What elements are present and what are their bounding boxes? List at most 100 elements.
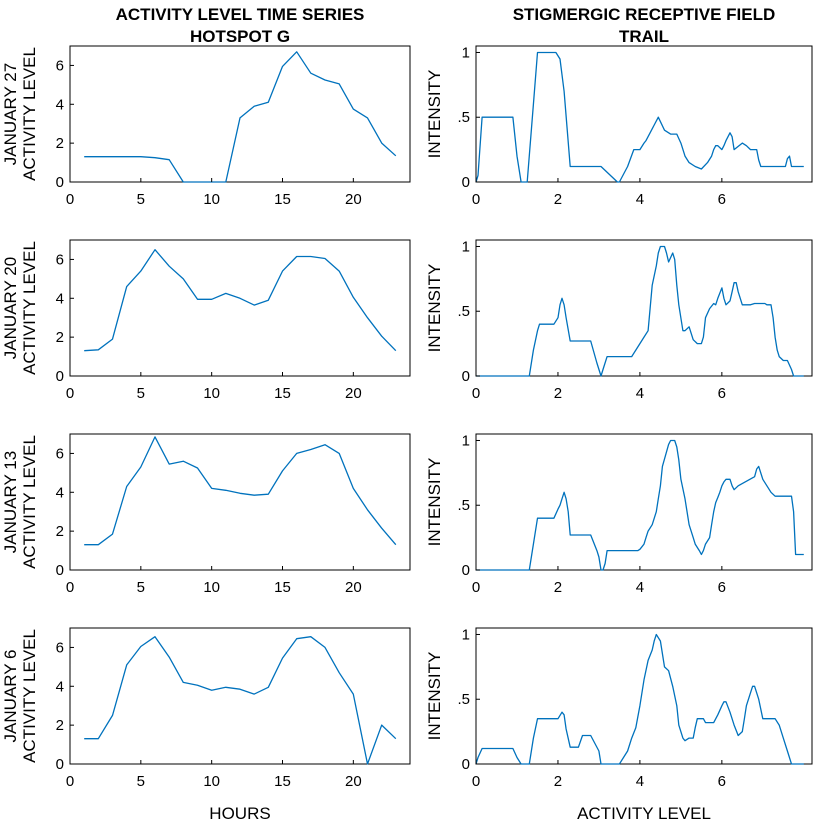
x-axis-label: HOURS xyxy=(209,804,270,823)
series-line xyxy=(84,51,397,183)
x-tick-label: 20 xyxy=(345,191,362,208)
y-tick-label: .5 xyxy=(457,109,470,126)
y-tick-label: .5 xyxy=(457,497,470,514)
plot-frame xyxy=(69,627,411,765)
x-tick-label: 4 xyxy=(636,773,644,790)
series-line xyxy=(84,249,397,352)
x-tick-label: 15 xyxy=(274,385,291,402)
x-tick-label: 20 xyxy=(345,773,362,790)
y-tick-label: 2 xyxy=(56,717,64,734)
y-tick-label: 0 xyxy=(56,756,64,773)
chart-title: TRAIL xyxy=(619,27,669,46)
panel-right-1: 0 2 4 6 0 .5 1 INTENSITY xyxy=(425,238,813,402)
x-tick-label: 2 xyxy=(554,385,562,402)
x-tick-label: 10 xyxy=(203,773,220,790)
y-tick-label: 0 xyxy=(462,368,470,385)
plot-frame xyxy=(69,239,411,377)
x-tick-label: 15 xyxy=(274,579,291,596)
x-tick-label: 2 xyxy=(554,579,562,596)
x-tick-label: 20 xyxy=(345,385,362,402)
x-tick-label: 15 xyxy=(274,773,291,790)
y-tick-label: 0 xyxy=(56,562,64,579)
y-axis-label: INTENSITY xyxy=(425,458,444,547)
plot-frame xyxy=(69,433,411,571)
x-tick-label: 5 xyxy=(137,773,145,790)
panel-left-2: 0 5 10 15 20 0 2 4 6 JANUARY 13 ACTIVITY LEVEL xyxy=(1,433,411,596)
y-tick-label: 1 xyxy=(462,238,470,255)
panel-right-3: 0 2 4 6 0 .5 1 INTENSITY ACTIVITY LEVEL xyxy=(425,626,813,823)
panel-right-2: 0 2 4 6 0 .5 1 INTENSITY xyxy=(425,432,813,596)
y-axis-label: ACTIVITY LEVEL xyxy=(20,629,39,763)
series-line xyxy=(84,636,397,765)
y-tick-label: 6 xyxy=(56,445,64,462)
x-tick-label: 2 xyxy=(554,191,562,208)
x-tick-label: 0 xyxy=(66,191,74,208)
plot-frame xyxy=(69,45,411,183)
plot-frame xyxy=(475,239,813,377)
y-tick-label: 2 xyxy=(56,135,64,152)
y-tick-label: 0 xyxy=(462,756,470,773)
chart-title: STIGMERGIC RECEPTIVE FIELD xyxy=(513,5,776,24)
x-tick-label: 4 xyxy=(636,191,644,208)
y-axis-label: ACTIVITY LEVEL xyxy=(20,241,39,375)
y-tick-label: 0 xyxy=(56,368,64,385)
y-tick-label: 4 xyxy=(56,678,64,695)
panel-left-1: 0 5 10 15 20 0 2 4 6 JANUARY 20 ACTIVITY LEVEL xyxy=(1,239,411,402)
x-tick-label: 5 xyxy=(137,385,145,402)
y-tick-label: 6 xyxy=(56,639,64,656)
plot-frame xyxy=(475,45,813,183)
x-tick-label: 0 xyxy=(66,385,74,402)
y-tick-label: 0 xyxy=(56,174,64,191)
x-tick-label: 10 xyxy=(203,191,220,208)
x-tick-label: 5 xyxy=(137,191,145,208)
x-tick-label: 0 xyxy=(472,579,480,596)
x-tick-label: 15 xyxy=(274,191,291,208)
panel-left-3: 0 5 10 15 20 0 2 4 6 JANUARY 6 ACTIVITY LEVEL HOURS xyxy=(1,627,411,823)
y-axis-label: ACTIVITY LEVEL xyxy=(20,435,39,569)
panel-left-0: 0 5 10 15 20 0 2 4 6 JANUARY 27 ACTIVITY LEVEL ACTI… xyxy=(1,5,411,208)
series-line xyxy=(476,439,804,571)
x-tick-label: 0 xyxy=(66,773,74,790)
y-tick-label: .5 xyxy=(457,303,470,320)
x-tick-label: 10 xyxy=(203,579,220,596)
x-tick-label: 10 xyxy=(203,385,220,402)
x-tick-label: 6 xyxy=(718,579,726,596)
y-axis-label: ACTIVITY LEVEL xyxy=(20,47,39,181)
x-tick-label: 2 xyxy=(554,773,562,790)
panel-right-0: 0 2 4 6 0 .5 1 INTENSITY STIGMERGIC RECEPTIVE FI… xyxy=(425,5,813,208)
x-tick-label: 4 xyxy=(636,579,644,596)
y-axis-label: JANUARY 27 xyxy=(1,63,20,165)
x-tick-label: 4 xyxy=(636,385,644,402)
y-axis-label: INTENSITY xyxy=(425,264,444,353)
y-tick-label: 1 xyxy=(462,626,470,643)
plot-frame xyxy=(475,627,813,765)
x-tick-label: 5 xyxy=(137,579,145,596)
y-axis-label: JANUARY 20 xyxy=(1,257,20,359)
x-tick-label: 6 xyxy=(718,385,726,402)
x-tick-label: 0 xyxy=(472,385,480,402)
y-tick-label: 4 xyxy=(56,484,64,501)
y-axis-label: JANUARY 13 xyxy=(1,451,20,553)
x-tick-label: 0 xyxy=(66,579,74,596)
y-tick-label: 2 xyxy=(56,329,64,346)
y-tick-label: 6 xyxy=(56,251,64,268)
series-line xyxy=(84,436,397,546)
series-line xyxy=(476,245,804,377)
series-line xyxy=(475,633,804,765)
y-tick-label: 2 xyxy=(56,523,64,540)
x-tick-label: 6 xyxy=(718,191,726,208)
y-tick-label: 1 xyxy=(462,44,470,61)
y-axis-label: INTENSITY xyxy=(425,652,444,741)
x-tick-label: 6 xyxy=(718,773,726,790)
chart-title: ACTIVITY LEVEL TIME SERIES xyxy=(116,5,365,24)
y-tick-label: 0 xyxy=(462,174,470,191)
y-axis-label: INTENSITY xyxy=(425,70,444,159)
y-tick-label: 6 xyxy=(56,57,64,74)
y-tick-label: 4 xyxy=(56,290,64,307)
y-tick-label: .5 xyxy=(457,691,470,708)
y-tick-label: 1 xyxy=(462,432,470,449)
x-tick-label: 20 xyxy=(345,579,362,596)
plot-frame xyxy=(475,433,813,571)
x-axis-label: ACTIVITY LEVEL xyxy=(577,804,711,823)
